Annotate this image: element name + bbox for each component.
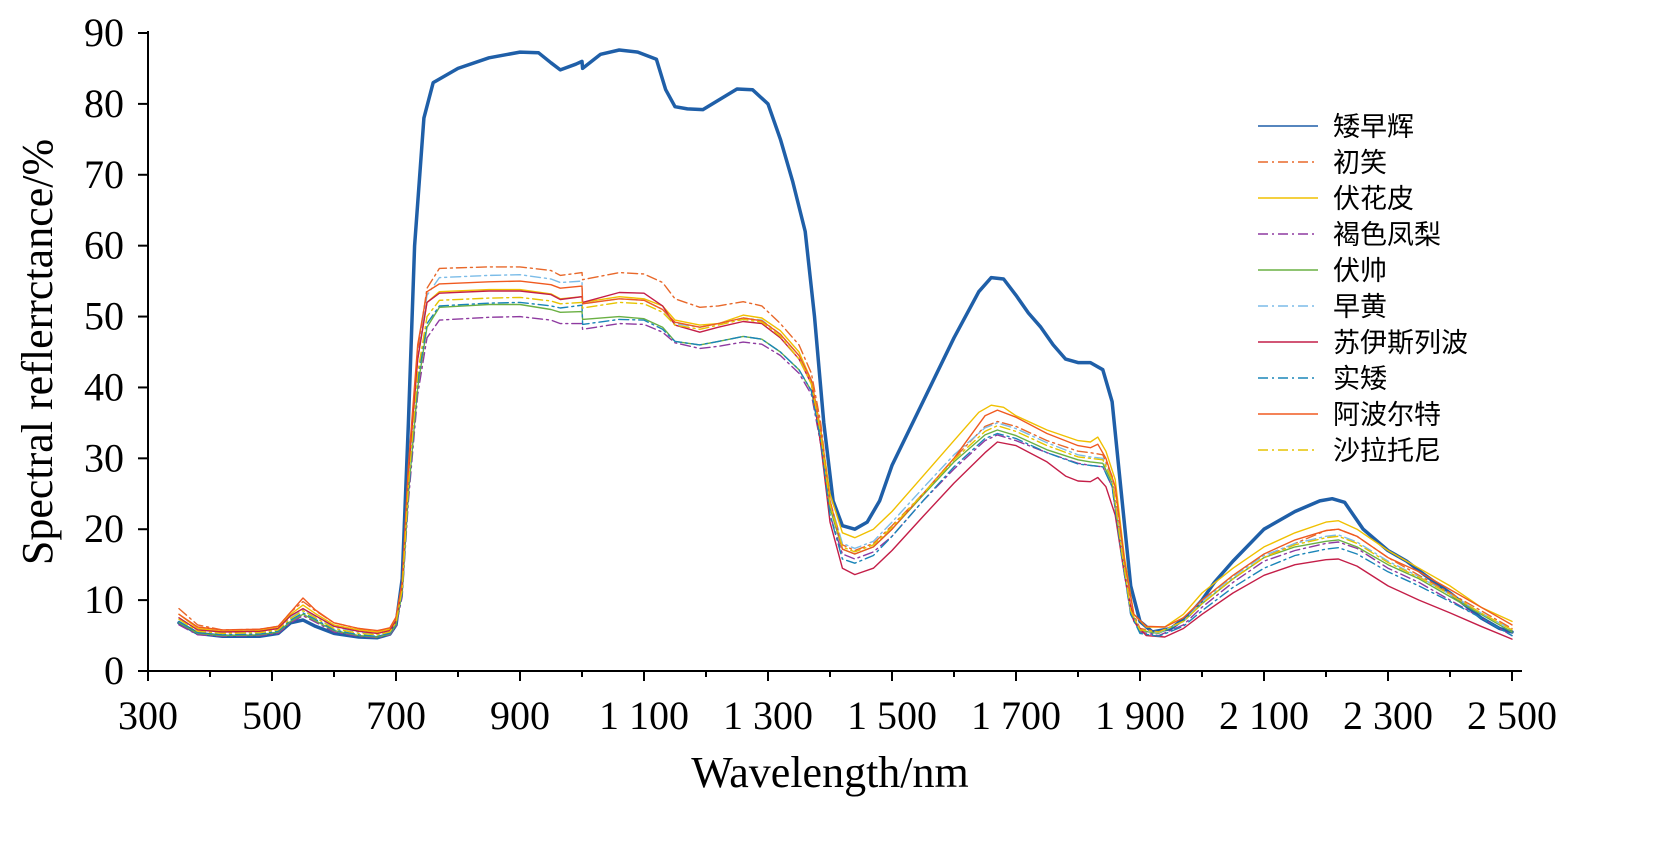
legend-label-2: 初笑	[1333, 148, 1387, 179]
series-line-1	[177, 48, 1514, 640]
series-line-3	[178, 288, 1513, 633]
series-group	[177, 48, 1514, 640]
series-line-8	[178, 301, 1513, 637]
x-axis-label: Wavelength/nm	[691, 748, 969, 797]
legend-label-7: 苏伊斯列波	[1333, 328, 1468, 359]
x-tick-label: 300	[118, 693, 178, 738]
legend-label-10: 沙拉托尼	[1333, 436, 1441, 467]
series-line-5	[178, 303, 1513, 638]
series-line-10	[178, 296, 1513, 636]
y-tick-label: 60	[84, 223, 124, 268]
x-tick-label: 1 300	[723, 693, 813, 738]
y-tick-label: 70	[84, 152, 124, 197]
legend-label-5: 伏帅	[1333, 256, 1387, 287]
legend-label-4: 褐色凤梨	[1333, 220, 1441, 251]
y-tick-label: 20	[84, 506, 124, 551]
x-tick-label: 700	[366, 693, 426, 738]
y-tick-label: 80	[84, 81, 124, 126]
x-tick-label: 900	[490, 693, 550, 738]
legend-label-6: 早黄	[1333, 292, 1387, 323]
series-line-6	[178, 274, 1513, 635]
y-tick-label: 30	[84, 435, 124, 480]
y-axis-label: Spectral reflerrctance/%	[13, 139, 62, 565]
legend-label-1: 矮早辉	[1333, 112, 1414, 143]
series-line-7	[178, 290, 1513, 640]
x-tick-label: 2 300	[1343, 693, 1433, 738]
legend-label-8: 实矮	[1333, 364, 1387, 395]
x-ticks: 300 500 700 900 1 100 1 300 1 500 1 700 1 900 2 1…	[118, 671, 1557, 738]
series-line-4	[178, 315, 1513, 639]
y-tick-label: 50	[84, 294, 124, 339]
x-tick-label: 500	[242, 693, 302, 738]
series-line-9	[178, 280, 1513, 632]
y-tick-label: 10	[84, 577, 124, 622]
legend-label-9: 阿波尔特	[1333, 400, 1441, 431]
y-ticks: 0 10 20 30 40 50 60 70 80 90	[84, 10, 148, 693]
axes	[147, 31, 1522, 672]
x-tick-label: 1 500	[847, 693, 937, 738]
legend-label-3: 伏花皮	[1333, 184, 1414, 215]
y-tick-label: 90	[84, 10, 124, 55]
y-tick-label: 0	[104, 648, 124, 693]
x-tick-label: 2 500	[1467, 693, 1557, 738]
x-tick-label: 2 100	[1219, 693, 1309, 738]
x-tick-label: 1 700	[971, 693, 1061, 738]
series-line-2	[178, 266, 1513, 633]
x-tick-label: 1 100	[599, 693, 689, 738]
x-tick-label: 1 900	[1095, 693, 1185, 738]
y-tick-label: 40	[84, 364, 124, 409]
